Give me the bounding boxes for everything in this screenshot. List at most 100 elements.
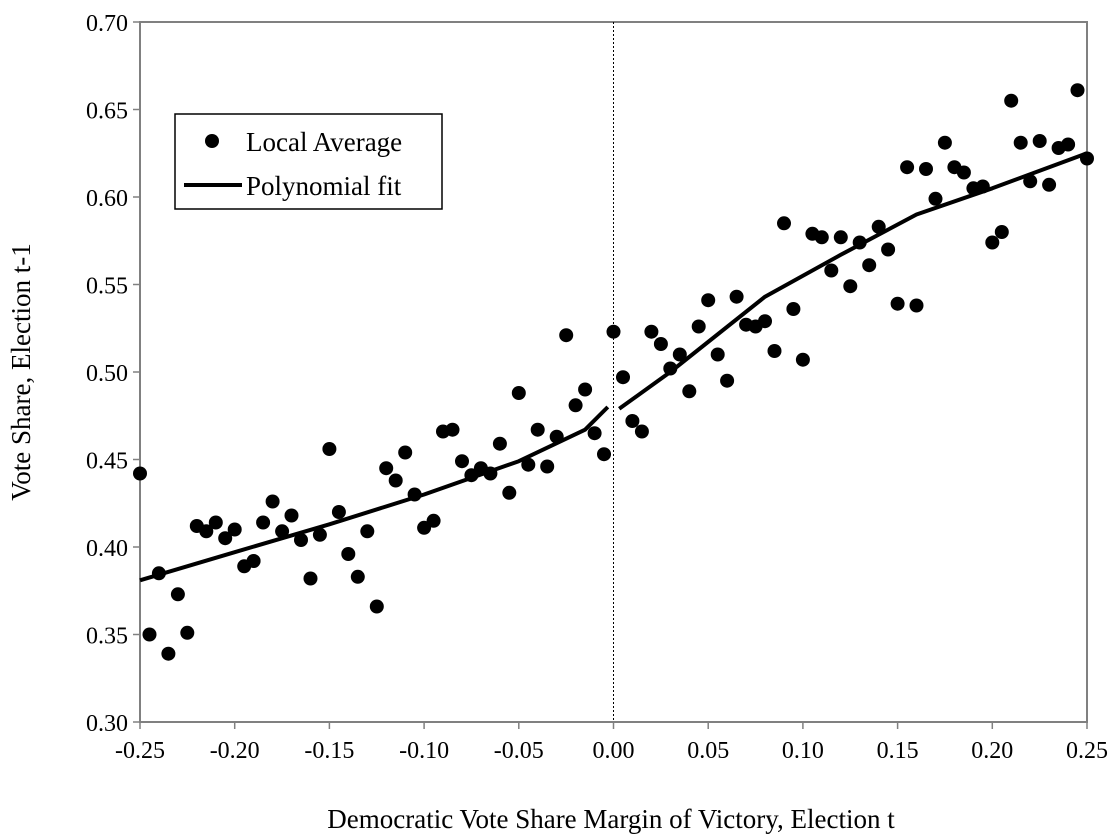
data-point <box>606 324 621 339</box>
data-point <box>653 337 668 351</box>
data-points <box>133 83 1094 661</box>
data-point <box>341 547 356 561</box>
data-point <box>294 533 308 547</box>
data-point <box>937 135 952 150</box>
data-point <box>919 162 933 176</box>
legend-label-polynomial-fit: Polynomial fit <box>246 171 402 201</box>
data-point <box>1032 134 1047 148</box>
y-tick-label: 0.70 <box>86 11 128 37</box>
y-axis-ticks: 0.30 0.35 0.40 0.45 0.50 0.55 0.60 0.65 0.70 <box>86 11 140 737</box>
data-point <box>985 235 1000 250</box>
data-point <box>275 524 290 539</box>
data-point <box>492 436 507 451</box>
x-tick-label: 0.10 <box>782 738 824 764</box>
legend-marker-points <box>205 134 219 148</box>
data-point <box>1042 177 1057 192</box>
data-point <box>975 179 990 194</box>
y-tick-label: 0.30 <box>86 711 128 737</box>
data-point <box>871 219 886 234</box>
data-point <box>644 324 659 339</box>
data-point <box>502 485 517 500</box>
x-tick-label: 0.15 <box>877 738 919 764</box>
data-point <box>824 263 839 278</box>
data-point <box>151 566 166 581</box>
data-point <box>994 225 1009 239</box>
y-tick-label: 0.35 <box>86 624 128 650</box>
data-point <box>1061 137 1076 152</box>
data-point <box>890 296 905 311</box>
legend-label-local-average: Local Average <box>246 127 402 157</box>
data-point <box>426 513 441 528</box>
y-tick-label: 0.60 <box>86 186 128 212</box>
data-point <box>862 258 877 273</box>
data-point <box>170 587 185 602</box>
data-point <box>587 426 602 441</box>
data-point <box>265 494 280 509</box>
y-axis-title: Vote Share, Election t-1 <box>6 243 36 500</box>
legend: Local Average Polynomial fit <box>174 113 443 210</box>
data-point <box>483 466 498 481</box>
data-point <box>758 314 772 329</box>
x-tick-label: -0.10 <box>399 738 449 764</box>
data-point <box>843 279 858 294</box>
data-point <box>625 414 640 428</box>
x-tick-label: -0.25 <box>115 738 165 764</box>
data-point <box>303 571 318 586</box>
data-point <box>578 382 593 397</box>
data-point <box>246 554 261 568</box>
data-point <box>521 457 536 472</box>
data-point <box>388 473 403 488</box>
data-point <box>322 442 337 456</box>
data-point <box>360 524 375 539</box>
data-point <box>407 487 422 502</box>
data-point <box>1080 151 1094 166</box>
data-point <box>549 429 564 444</box>
data-point <box>284 508 299 523</box>
data-point <box>833 230 848 245</box>
data-point <box>900 160 915 175</box>
data-point <box>928 191 943 206</box>
data-point <box>909 298 924 313</box>
data-point <box>1013 135 1028 150</box>
data-point <box>256 515 271 530</box>
data-point <box>710 347 725 362</box>
data-point <box>777 216 791 231</box>
data-point <box>379 461 394 476</box>
data-point <box>663 361 678 376</box>
y-tick-label: 0.40 <box>86 536 128 562</box>
data-point <box>597 447 611 462</box>
data-point <box>720 373 735 388</box>
data-point <box>511 386 526 400</box>
data-point <box>701 293 716 308</box>
x-tick-label: 0.20 <box>971 738 1013 764</box>
data-point <box>398 445 413 460</box>
data-point <box>729 289 744 304</box>
data-point <box>161 646 176 661</box>
data-point <box>530 422 545 437</box>
data-point <box>814 230 829 245</box>
data-point <box>682 384 697 399</box>
x-tick-label: -0.05 <box>494 738 544 764</box>
data-point <box>1004 93 1019 108</box>
data-point <box>881 242 896 257</box>
data-point <box>350 569 365 584</box>
data-point <box>672 347 687 362</box>
data-point <box>767 344 782 358</box>
data-point <box>559 328 574 343</box>
data-point <box>616 370 630 385</box>
legend-box <box>174 113 443 210</box>
data-point <box>1023 174 1038 189</box>
data-point <box>1070 83 1085 98</box>
data-point <box>331 505 346 519</box>
x-tick-label: 0.05 <box>687 738 729 764</box>
data-point <box>142 627 157 642</box>
x-axis-ticks: -0.25 -0.20 -0.15 -0.10 -0.05 0.00 0.05 0.10 0.1… <box>115 722 1108 764</box>
x-tick-label: 0.00 <box>593 738 635 764</box>
data-point <box>956 165 971 180</box>
data-point <box>180 625 195 640</box>
data-point <box>218 531 233 546</box>
data-point <box>455 454 469 469</box>
data-point <box>199 524 214 539</box>
data-point <box>133 466 147 481</box>
